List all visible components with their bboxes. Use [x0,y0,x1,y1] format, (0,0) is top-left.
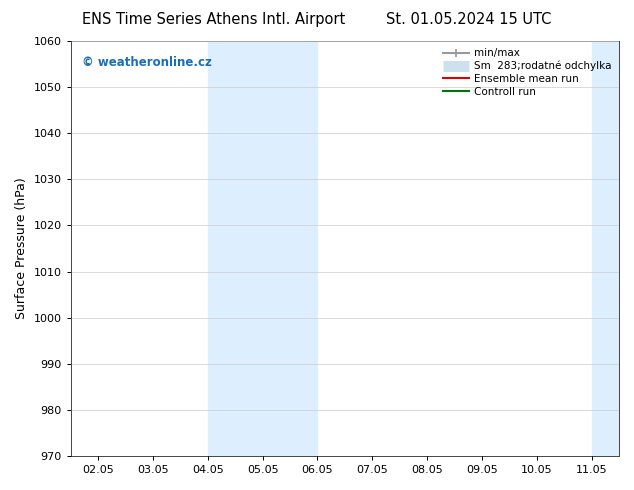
Legend: min/max, Sm  283;rodatné odchylka, Ensemble mean run, Controll run: min/max, Sm 283;rodatné odchylka, Ensemb… [441,46,614,99]
Bar [592,41,634,456]
Text: © weatheronline.cz: © weatheronline.cz [82,55,212,69]
Text: ENS Time Series Athens Intl. Airport: ENS Time Series Athens Intl. Airport [82,12,346,27]
Text: St. 01.05.2024 15 UTC: St. 01.05.2024 15 UTC [386,12,552,27]
Y-axis label: Surface Pressure (hPa): Surface Pressure (hPa) [15,178,28,319]
Bar [208,41,318,456]
